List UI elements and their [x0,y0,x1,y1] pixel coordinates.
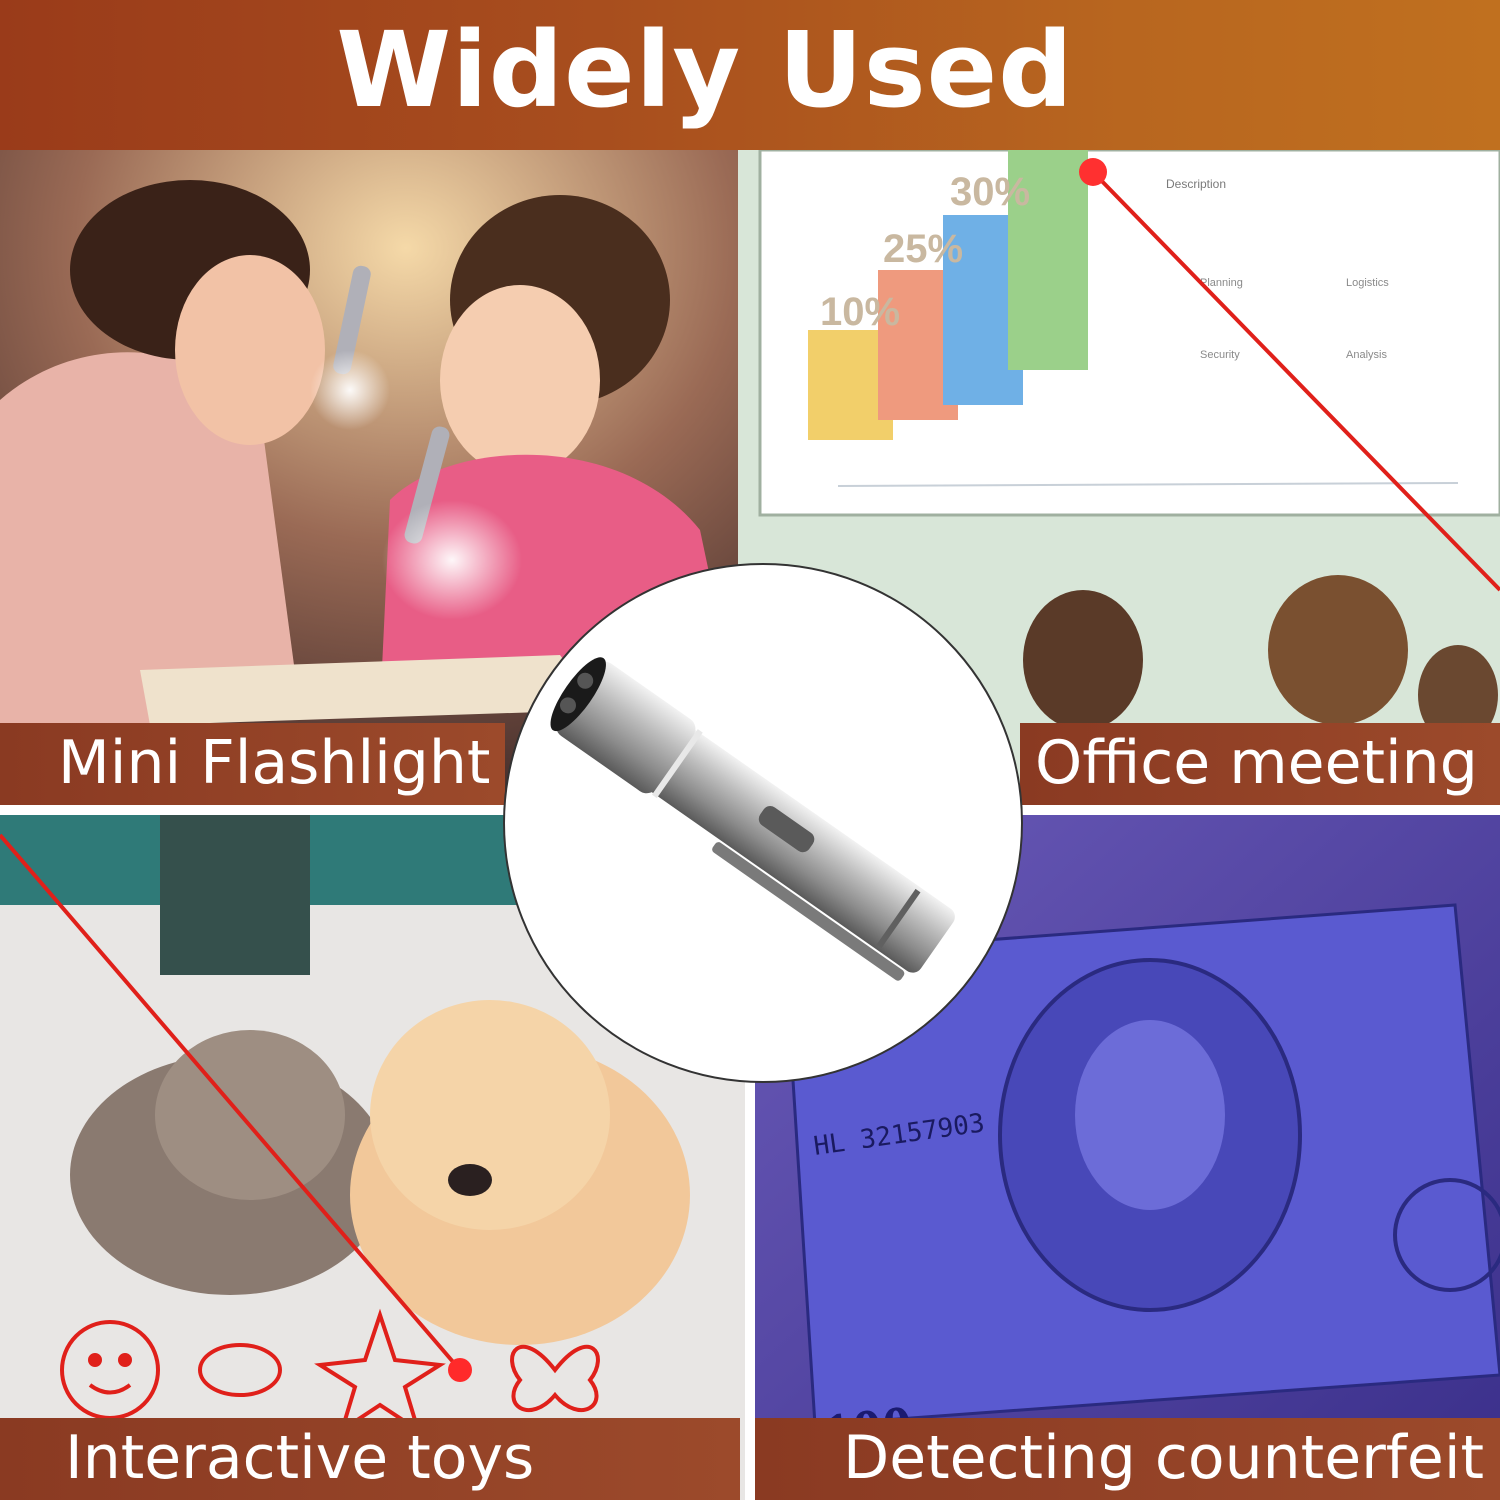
panel-toys: Interactive toys [0,815,745,1500]
product-circle [503,563,1023,1083]
caption-office-meeting: Office meeting [1020,723,1500,805]
caption-interactive-toys: Interactive toys [0,1418,740,1500]
caption-detecting-counterfeit: Detecting counterfeit [755,1418,1500,1500]
panel-counterfeit: HL 32157903 100 Detecting counterfeit [755,815,1500,1500]
counterfeit-scene: HL 32157903 100 [755,815,1500,1500]
toys-scene [0,815,745,1500]
laser-pointer-product [550,657,955,981]
slide-heading: Description [1166,177,1226,191]
page-title: Widely Used [336,9,1074,131]
slide-item-security: Security [1200,349,1240,361]
slide-item-logistics: Logistics [1346,277,1389,289]
bar-label-25: 25% [883,227,963,271]
bar-label-30: 30% [950,170,1030,214]
slide-item-analysis: Analysis [1346,349,1387,361]
caption-mini-flashlight: Mini Flashlight [0,723,505,805]
bar-label-10: 10% [820,290,900,334]
slide-item-planning: Planning [1200,277,1243,289]
title-banner: Widely Used [0,0,1500,150]
